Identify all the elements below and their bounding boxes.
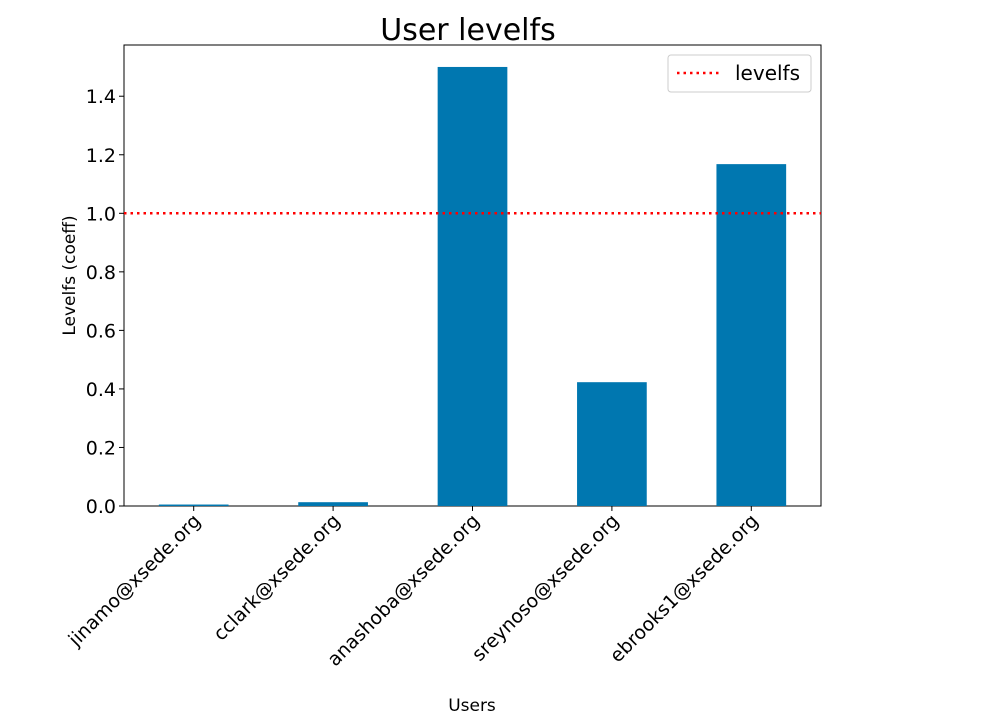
x-tick-label: ebrooks1@xsede.org [606, 510, 763, 667]
bar [716, 164, 787, 507]
bar [437, 66, 508, 506]
y-tick-label: 0.2 [86, 437, 116, 459]
bar [158, 504, 229, 506]
y-axis: 0.0 0.2 0.4 0.6 0.8 1.0 1.2 1.4 [86, 86, 124, 518]
legend: levelfs [667, 54, 812, 93]
x-tick-label: jinamo@xsede.org [64, 510, 206, 652]
bars-group [158, 66, 787, 507]
x-tick-label: cclark@xsede.org [209, 510, 344, 645]
bar [298, 502, 368, 506]
y-tick-label: 0.6 [86, 320, 116, 342]
y-tick-label: 0.4 [86, 379, 116, 401]
plot-area: 0.0 0.2 0.4 0.6 0.8 1.0 1.2 1.4 jinamo@xsede.or… [64, 44, 822, 671]
legend-entry-levelfs: levelfs [735, 61, 800, 85]
y-tick-label: 1.2 [86, 145, 116, 167]
bar [577, 382, 647, 506]
x-tick-label: sreynoso@xsede.org [468, 510, 624, 666]
y-tick-label: 1.4 [86, 86, 116, 108]
y-tick-label: 0.8 [86, 262, 116, 284]
y-axis-label: Levelfs (coeff) [60, 215, 80, 335]
y-tick-label: 1.0 [86, 203, 116, 225]
legend-box [667, 54, 812, 93]
y-tick-label: 0.0 [86, 496, 116, 518]
chart-title: User levelfs [380, 13, 555, 48]
x-axis: jinamo@xsede.org cclark@xsede.organashoba… [64, 506, 763, 671]
x-tick-label: anashoba@xsede.org [323, 510, 484, 671]
x-axis-label: Users [448, 696, 496, 716]
